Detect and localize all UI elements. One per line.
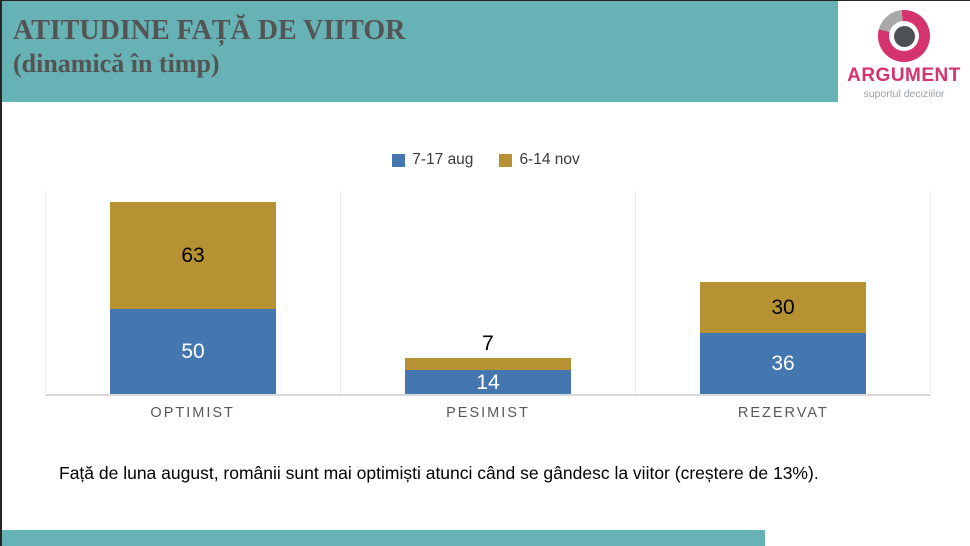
logo-ring-icon [878, 10, 930, 62]
value-label-outside: 7 [482, 332, 494, 356]
bar-segment: 63 [110, 201, 276, 309]
legend-label: 6-14 nov [519, 151, 580, 168]
category-label: REZERVAT [737, 405, 829, 421]
plot-area: 63 50 7 14 30 36 [45, 191, 931, 396]
bar-pesimist: 7 14 [405, 333, 571, 394]
bar-segment: 30 [700, 281, 866, 333]
bar-segment: 50 [110, 309, 276, 394]
caption-text: Față de luna august, românii sunt mai op… [59, 463, 819, 483]
legend-swatch-icon [499, 153, 513, 167]
bar-rezervat: 30 36 [700, 281, 866, 394]
bar-segment: 14 [405, 370, 571, 394]
header-band: ATITUDINE FAȚĂ DE VIITOR (dinamică în ti… [2, 1, 970, 102]
logo-brand-text: ARGUMENT [847, 65, 961, 86]
footer-bar [2, 530, 765, 546]
legend: 7-17 aug 6-14 nov [2, 151, 970, 169]
logo-tagline: suportul deciziilor [863, 88, 945, 100]
bar-segment: 36 [700, 332, 866, 394]
value-label: 36 [771, 351, 795, 375]
value-label: 14 [476, 370, 500, 394]
value-label: 50 [181, 340, 205, 363]
category-axis: OPTIMIST PESIMIST REZERVAT [45, 405, 931, 421]
bar-optimist: 63 50 [110, 201, 276, 394]
bar-segment [405, 358, 571, 371]
value-label: 63 [181, 243, 205, 267]
plot-section-optimist: 63 50 [46, 191, 340, 394]
title-line-1: ATITUDINE FAȚĂ DE VIITOR [13, 15, 406, 46]
logo-center-dot [893, 25, 915, 47]
legend-swatch-icon [392, 153, 406, 167]
page-title: ATITUDINE FAȚĂ DE VIITOR (dinamică în ti… [13, 14, 405, 79]
plot-section-rezervat: 30 36 [635, 191, 930, 394]
legend-label: 7-17 aug [412, 151, 474, 168]
legend-item: 6-14 nov [499, 151, 580, 169]
plot-section-pesimist: 7 14 [340, 191, 635, 394]
legend-item: 7-17 aug [392, 151, 473, 169]
category-label: PESIMIST [446, 405, 530, 421]
title-line-2: (dinamică în timp) [13, 49, 220, 79]
logo: ARGUMENT suportul deciziilor [838, 1, 970, 102]
value-label: 30 [771, 295, 795, 319]
category-label: OPTIMIST [150, 405, 235, 421]
